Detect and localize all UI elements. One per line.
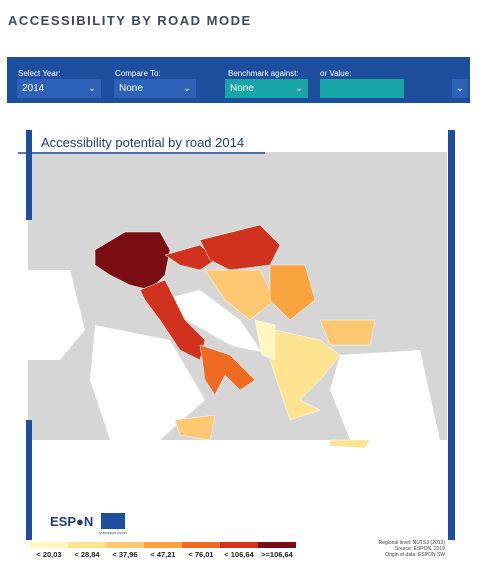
legend-swatch xyxy=(144,542,182,548)
value-input[interactable] xyxy=(320,79,404,98)
sea xyxy=(90,325,205,440)
logo: ESP●N xyxy=(50,514,93,529)
legend-label: < 37,96 xyxy=(112,550,137,559)
legend-swatch xyxy=(30,542,68,548)
sea xyxy=(330,350,440,440)
map-panel: Accessibility potential by road 2014 ESP… xyxy=(18,130,455,559)
legend-swatch xyxy=(220,542,258,548)
legend-label: < 76,01 xyxy=(188,550,213,559)
sea xyxy=(28,270,85,360)
compare-select[interactable]: None ⌄ xyxy=(114,79,196,98)
legend-swatch xyxy=(182,542,220,548)
control-label: or Value: xyxy=(320,69,352,78)
control-label: Select Year: xyxy=(18,69,61,78)
eu-flag xyxy=(101,513,125,529)
frame-bar xyxy=(448,130,455,540)
footer-note: Origin of data: ESPON SW xyxy=(385,552,445,558)
region xyxy=(164,244,216,271)
footer-note: Regional level: NUTS3 (2013) xyxy=(379,540,446,546)
expand-button[interactable]: ⌄ xyxy=(452,79,468,98)
legend-label: < 20,03 xyxy=(36,550,61,559)
footer-note: Source: ESPON, 2019 xyxy=(395,546,445,552)
frame-bar xyxy=(26,420,32,540)
control-label: Compare To: xyxy=(115,69,161,78)
region xyxy=(269,329,341,421)
page-title: ACCESSIBILITY BY ROAD MODE xyxy=(8,13,252,28)
toolbar: Select Year: 2014 ⌄ Compare To: None ⌄ Ben… xyxy=(7,57,470,103)
legend-label: < 28,84 xyxy=(74,550,100,559)
legend-swatch xyxy=(258,542,296,548)
legend-label: < 106,64 xyxy=(224,550,254,559)
legend-swatch xyxy=(106,542,144,548)
region xyxy=(254,319,276,361)
region xyxy=(204,269,276,321)
frame-bar xyxy=(26,130,32,220)
region xyxy=(199,344,256,396)
title-box xyxy=(38,132,263,152)
select-value: None xyxy=(119,83,143,94)
select-value: 2014 xyxy=(22,83,45,94)
region xyxy=(329,439,371,449)
sea xyxy=(160,290,262,352)
region xyxy=(269,264,316,321)
benchmark-select[interactable]: None ⌄ xyxy=(225,79,308,98)
legend-label: >=106,64 xyxy=(261,550,294,559)
map-title: Accessibility potential by road 2014 xyxy=(41,135,244,150)
region xyxy=(139,279,206,361)
eu-label: EUROPEAN UNION xyxy=(99,531,126,535)
select-value: None xyxy=(230,83,254,94)
region xyxy=(319,319,376,346)
year-select[interactable]: 2014 ⌄ xyxy=(17,79,101,98)
legend-swatch xyxy=(68,542,106,548)
legend-label: < 47,21 xyxy=(150,550,175,559)
sea xyxy=(28,440,447,537)
region xyxy=(174,414,216,441)
control-label: Benchmark against: xyxy=(228,69,299,78)
region xyxy=(94,231,171,291)
